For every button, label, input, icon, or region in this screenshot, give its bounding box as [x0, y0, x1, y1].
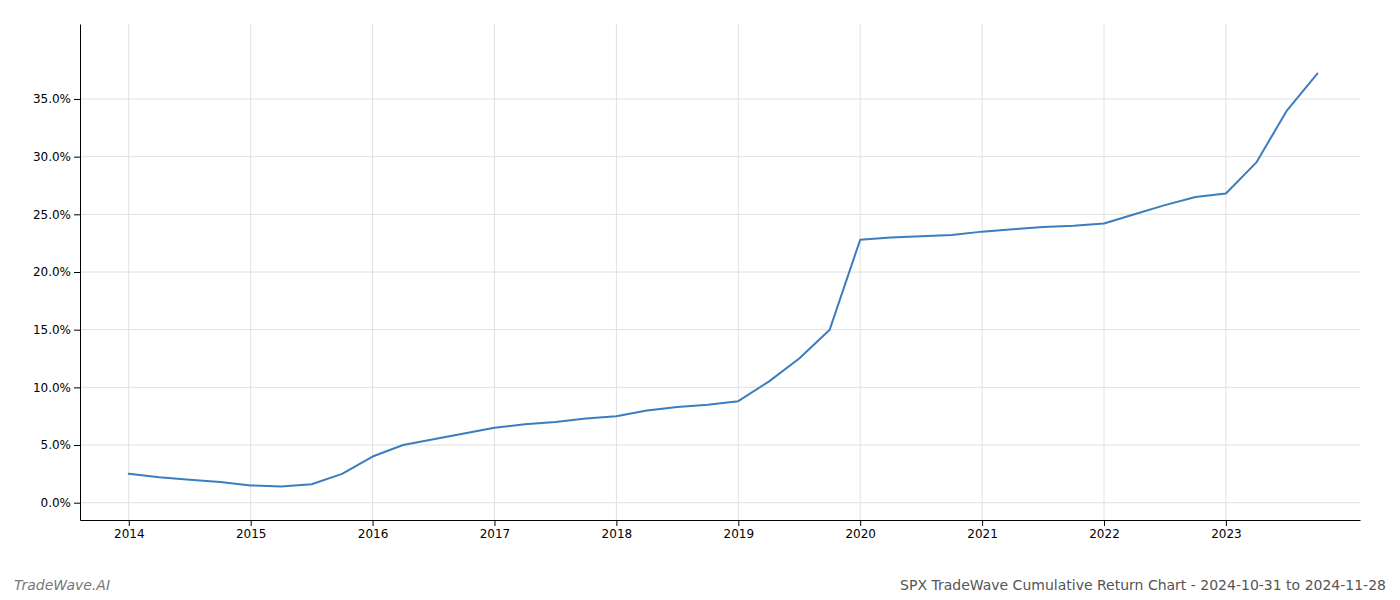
- x-tick-label: 2016: [358, 527, 389, 541]
- y-tick-mark: [74, 157, 80, 158]
- x-axis-line: [81, 520, 1361, 521]
- plot: 2014 2015 2016 2017 2018 2019 2020 2021 2022 2023…: [33, 24, 1361, 541]
- y-tick-label: 10.0%: [33, 381, 71, 395]
- grid-line-y: [80, 502, 1360, 503]
- x-tick-label: 2023: [1211, 527, 1242, 541]
- x-tick-mark: [373, 520, 374, 526]
- x-tick-mark: [251, 520, 252, 526]
- y-tick: 30.0%: [33, 150, 80, 164]
- line: [129, 74, 1318, 487]
- chart: 2014 2015 2016 2017 2018 2019 2020 2021 2022 2023…: [0, 0, 1400, 600]
- y-tick-mark: [74, 99, 80, 100]
- x-tick-mark: [860, 520, 861, 526]
- x-tick-label: 2022: [1089, 527, 1120, 541]
- x-tick: 2020: [845, 520, 876, 541]
- x-tick: 2016: [358, 520, 389, 541]
- x-tick-mark: [616, 520, 617, 526]
- x-tick: 2019: [724, 520, 755, 541]
- marks: [129, 74, 1318, 487]
- x-tick-label: 2017: [480, 527, 511, 541]
- y-tick-label: 5.0%: [41, 438, 72, 452]
- x-tick-label: 2019: [724, 527, 755, 541]
- y-tick: 35.0%: [33, 92, 80, 106]
- y-tick-label: 35.0%: [33, 92, 71, 106]
- grid-line-y: [80, 156, 1360, 157]
- x-tick-mark: [1226, 520, 1227, 526]
- x-tick-label: 2018: [602, 527, 633, 541]
- grid-line-y: [80, 214, 1360, 215]
- y-tick-label: 30.0%: [33, 150, 71, 164]
- y-tick-mark: [74, 503, 80, 504]
- x-tick-mark: [494, 520, 495, 526]
- y-tick: 25.0%: [33, 208, 80, 222]
- y-tick-label: 15.0%: [33, 323, 71, 337]
- grid-line-y: [80, 272, 1360, 273]
- grid: [80, 24, 1360, 520]
- x-tick-mark: [129, 520, 130, 526]
- x-tick: 2022: [1089, 520, 1120, 541]
- x-tick-label: 2014: [114, 527, 145, 541]
- y-tick: 10.0%: [33, 381, 80, 395]
- y-tick-mark: [74, 387, 80, 388]
- grid-line-y: [80, 445, 1360, 446]
- title: SPX TradeWave Cumulative Return Chart - …: [900, 577, 1386, 593]
- x-tick: 2017: [480, 520, 511, 541]
- y-tick: 0.0%: [41, 496, 81, 510]
- y-tick: 5.0%: [41, 438, 81, 452]
- y-tick-label: 20.0%: [33, 265, 71, 279]
- x-tick: 2014: [114, 520, 145, 541]
- y-axis-line: [80, 25, 81, 521]
- watermark: TradeWave.AI: [14, 577, 110, 593]
- y-tick-label: 25.0%: [33, 208, 71, 222]
- y-tick-mark: [74, 272, 80, 273]
- x-tick: 2015: [236, 520, 267, 541]
- y-tick-mark: [74, 445, 80, 446]
- x-axis: 2014 2015 2016 2017 2018 2019 2020 2021 2022 2023: [81, 520, 1361, 541]
- x-tick-label: 2021: [967, 527, 998, 541]
- grid-line-y: [80, 329, 1360, 330]
- grid-line-y: [80, 387, 1360, 388]
- x-tick: 2021: [967, 520, 998, 541]
- x-tick: 2018: [602, 520, 633, 541]
- x-tick-mark: [738, 520, 739, 526]
- y-tick: 15.0%: [33, 323, 80, 337]
- x-tick-label: 2015: [236, 527, 267, 541]
- x-tick-label: 2020: [845, 527, 876, 541]
- x-tick-mark: [982, 520, 983, 526]
- x-tick: 2023: [1211, 520, 1242, 541]
- x-tick-mark: [1104, 520, 1105, 526]
- y-tick: 20.0%: [33, 265, 80, 279]
- y-tick-mark: [74, 330, 80, 331]
- y-tick-mark: [74, 214, 80, 215]
- y-tick-label: 0.0%: [41, 496, 72, 510]
- grid-line-y: [80, 98, 1360, 99]
- y-axis: 0.0% 5.0% 10.0% 15.0% 20.0% 25.0% 30.0% 35.0%: [33, 25, 81, 521]
